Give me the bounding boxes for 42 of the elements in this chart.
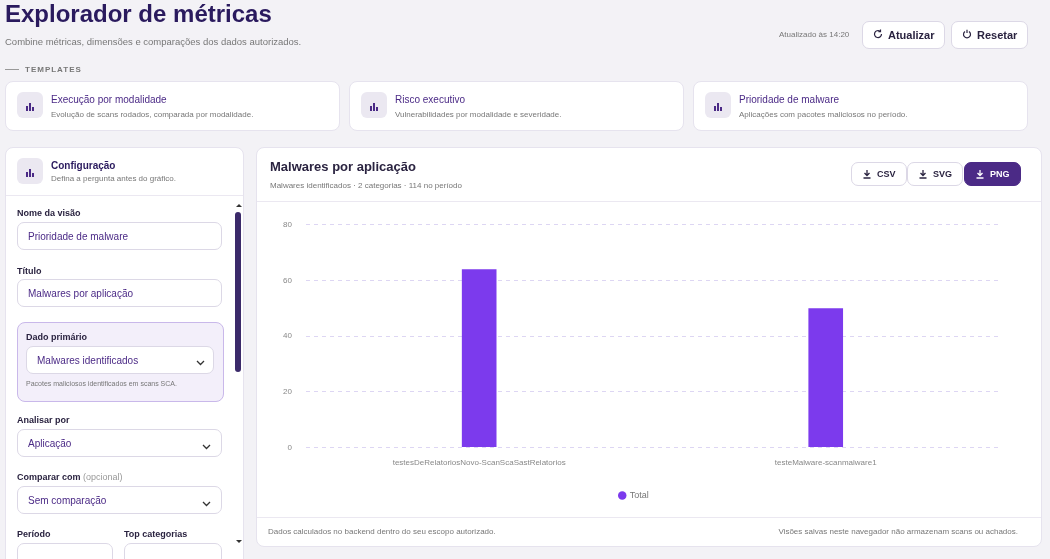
text: Resetar <box>977 29 1018 41</box>
text: CSV <box>877 169 896 179</box>
text: Título <box>17 266 42 276</box>
y-tick-label: 40 <box>282 331 293 341</box>
text: Sem comparação <box>17 486 222 514</box>
y-tick-label: 20 <box>282 386 293 396</box>
text: Defina a pergunta antes do gráfico. <box>51 174 176 183</box>
text: Período <box>17 529 51 539</box>
text: Prioridade de malware <box>17 222 222 250</box>
text: Nome da visão <box>17 208 81 218</box>
chart-title: Malwares por aplicação <box>270 159 416 174</box>
text: Visões salvas neste navegador não armazenam scans ou achados. <box>778 527 1018 536</box>
x-tick-label: testeMalware-scanmalware1 <box>774 458 878 468</box>
text: Top categorias <box>124 529 188 539</box>
text: Evolução de scans rodados, comparada por modalidade. <box>51 110 254 119</box>
legend-label: Total <box>629 489 649 500</box>
text: Comparar com <box>17 472 81 482</box>
text: Prioridade de malware <box>739 94 840 105</box>
text: Analisar por <box>17 415 70 425</box>
text: SVG <box>933 169 953 179</box>
text: Configuração <box>51 160 116 171</box>
y-tick-label: 80 <box>282 220 293 229</box>
text: Atualizar <box>888 29 935 41</box>
text: Dado primário <box>26 332 88 342</box>
text: Atualizado às 14:20 <box>779 30 850 39</box>
text: Malwares por aplicação <box>17 279 222 307</box>
text: Explorador de métricas <box>5 0 272 28</box>
text: Execução por modalidade <box>51 94 167 105</box>
text: Combine métricas, dimensões e comparações dos dados autorizados. <box>5 36 302 47</box>
text: (opcional) <box>83 472 123 482</box>
text: PNG <box>990 169 1010 179</box>
text: Malwares identificados <box>26 346 214 374</box>
x-tick-label: testesDeRelatoriosNovo-ScanScaSastRelatorios <box>392 458 566 468</box>
text: TEMPLATES <box>25 65 82 74</box>
y-tick-label: 0 <box>287 442 293 452</box>
text: Dados calculados no backend dentro do seu escopo autorizado. <box>268 527 496 536</box>
text: Risco executivo <box>395 94 466 105</box>
chart-subtitle: Malwares identificados · 2 categorias · 114 no período <box>270 181 462 190</box>
text: Aplicações com pacotes maliciosos no período. <box>739 110 908 119</box>
text: Vulnerabilidades por modalidade e severidade. <box>395 110 562 119</box>
y-tick-label: 60 <box>282 275 293 285</box>
text: Aplicação <box>17 429 222 457</box>
